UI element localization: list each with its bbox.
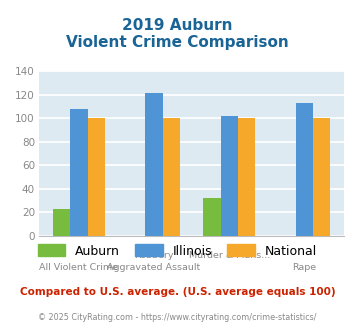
Bar [313,118,331,236]
Bar [70,109,88,236]
Legend: Auburn, Illinois, National: Auburn, Illinois, National [33,240,322,263]
Bar [163,118,180,236]
Bar [88,118,105,236]
Text: Compared to U.S. average. (U.S. average equals 100): Compared to U.S. average. (U.S. average … [20,287,335,297]
Text: All Violent Crime: All Violent Crime [39,263,118,272]
Text: Aggravated Assault: Aggravated Assault [108,263,201,272]
Bar [238,118,255,236]
Text: 2019 Auburn: 2019 Auburn [122,18,233,33]
Bar [203,198,221,236]
Bar [146,93,163,236]
Text: Robbery: Robbery [134,251,174,260]
Text: Violent Crime Comparison: Violent Crime Comparison [66,35,289,50]
Bar [296,103,313,236]
Bar [53,209,70,236]
Bar [221,116,238,236]
Text: © 2025 CityRating.com - https://www.cityrating.com/crime-statistics/: © 2025 CityRating.com - https://www.city… [38,313,317,322]
Text: Rape: Rape [293,263,317,272]
Text: Murder & Mans...: Murder & Mans... [189,251,270,260]
